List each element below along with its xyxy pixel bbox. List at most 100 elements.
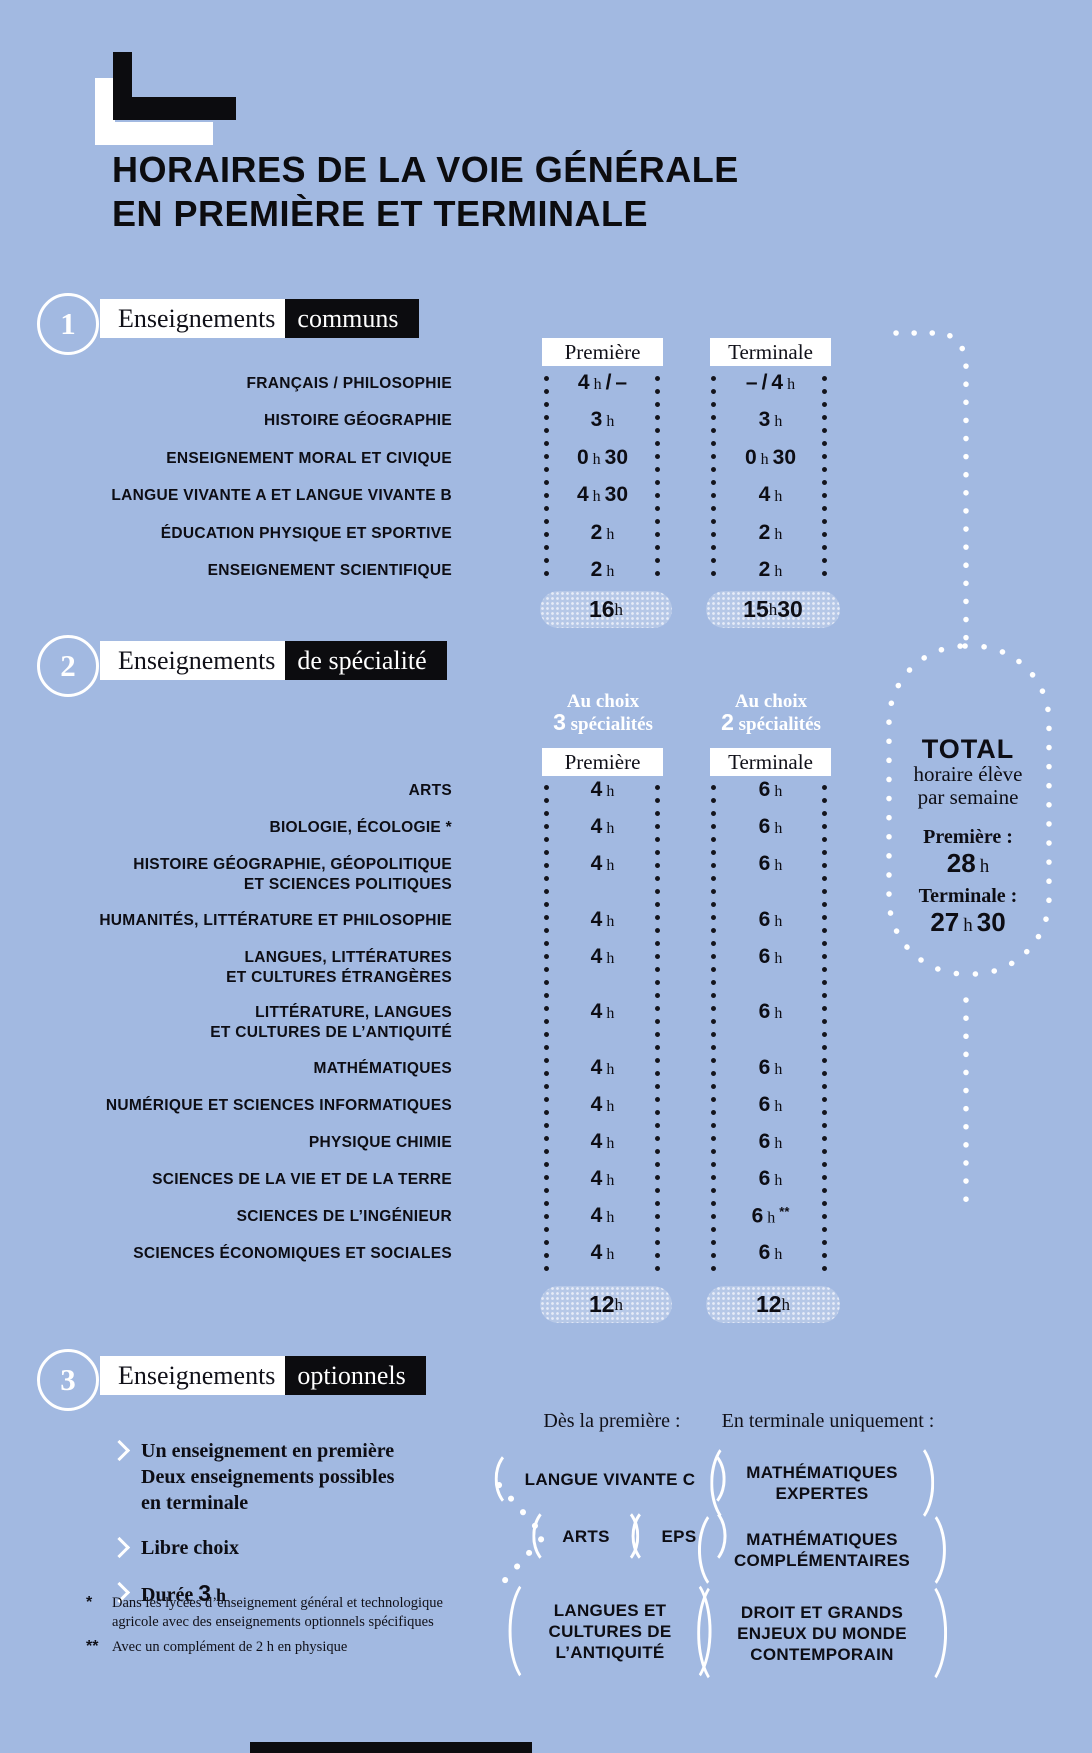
arc-left-icon [508, 1575, 561, 1687]
hours-premiere: 4 h / – [577, 371, 628, 394]
total-connector-graphic [886, 330, 1052, 1208]
choice-count: 2 [721, 709, 734, 735]
hours-premiere: 4 h [590, 944, 615, 968]
footnote: * Dans les lycées d’enseignement général … [86, 1594, 496, 1632]
dotted-divider [822, 372, 827, 584]
table-row: SCIENCES ÉCONOMIQUES ET SOCIALES 4 h 6 h [0, 1240, 852, 1265]
hours-terminale: – / 4 h [745, 371, 796, 394]
hours-terminale: 0 h 30 [744, 445, 797, 469]
hours-terminale: 6 h [758, 1166, 783, 1190]
option-droit-grands-enjeux: DROIT ET GRANDS ENJEUX DU MONDE CONTEMPORA… [697, 1577, 947, 1689]
bullet-text: Durée 3 h [141, 1580, 227, 1606]
bullet-text: Un enseignement en première Deux enseigne… [141, 1440, 395, 1514]
section-1-number: 1 [37, 293, 99, 355]
footnotes: * Dans les lycées d’enseignement général … [86, 1594, 496, 1663]
hours-terminale: 3 h [758, 408, 783, 432]
hours-terminale: 6 h [758, 907, 783, 931]
total-premiere-specialties: 12 h [540, 1286, 672, 1323]
hours-premiere: 4 h [590, 851, 615, 875]
subject-label: MATHÉMATIQUES [313, 1060, 452, 1078]
hours-premiere: 4 h [590, 907, 615, 931]
choice-rest: spécialités [738, 714, 821, 735]
footnote-marker: * [86, 1594, 93, 1611]
subject-label: LITTÉRATURE, LANGUES ET CULTURES DE L’ANT… [210, 1004, 452, 1042]
table-row: ENSEIGNEMENT SCIENTIFIQUE 2 h 2 h [0, 557, 852, 582]
option-langues-cultures-antiquite: LANGUES ET CULTURES DE L’ANTIQUITÉ [508, 1575, 712, 1687]
options-heading-premiere: Dès la première : [543, 1410, 681, 1432]
section-number-text: 2 [60, 648, 76, 683]
table-row: LANGUE VIVANTE A ET LANGUE VIVANTE B 4 h … [0, 483, 852, 507]
hours-terminale: 2 h [758, 557, 783, 581]
section-2-number: 2 [37, 635, 99, 697]
hours-terminale: 6 h [758, 1093, 783, 1117]
column-header-premiere: Première [542, 338, 663, 366]
arc-left-icon [697, 1577, 749, 1689]
total-terminale-label: Terminale : [918, 885, 1018, 907]
total-title: TOTAL [921, 734, 1015, 764]
choice-rest: spécialités [570, 714, 653, 735]
option-label: LANGUE VIVANTE C [524, 1469, 696, 1489]
arc-left-icon [532, 1506, 574, 1566]
dotted-divider [711, 372, 716, 584]
column-header-terminale: Terminale [710, 338, 831, 366]
subject-label: ARTS [408, 782, 452, 799]
option-mathematiques-expertes: MATHÉMATIQUES EXPERTES [710, 1440, 934, 1526]
option-label: DROIT ET GRANDS ENJEUX DU MONDE CONTEMPORA… [737, 1602, 907, 1664]
subject-label: FRANÇAIS / PHILOSOPHIE [246, 375, 452, 392]
hours-premiere: 3 h [590, 408, 615, 432]
hours-terminale: 6 h [758, 944, 783, 968]
hours-terminale: 4 h [758, 483, 783, 507]
table-row: NUMÉRIQUE ET SCIENCES INFORMATIQUES 4 h 6 … [0, 1093, 852, 1117]
total-terminale-specialties: 12 h [706, 1286, 840, 1323]
table-row: ARTS 4 h 6 h [0, 778, 852, 802]
subject-label: ENSEIGNEMENT MORAL ET CIVIQUE [166, 449, 452, 467]
section-number-text: 1 [60, 306, 76, 341]
bullet-value: 3 h [198, 1580, 227, 1606]
choice-note-line1: Au choix [566, 691, 640, 712]
page-title: HORAIRES DE LA VOIE GÉNÉRALE EN PREMIÈRE… [112, 148, 739, 236]
bullet-item: Libre choix [108, 1535, 452, 1561]
total-terminale-value: 27 h 30 [930, 907, 1006, 937]
option-label: ARTS [562, 1526, 610, 1546]
option-label: MATHÉMATIQUES COMPLÉMENTAIRES [733, 1530, 911, 1570]
subject-label: ENSEIGNEMENT SCIENTIFIQUE [207, 561, 452, 579]
section-3-header: Enseignements optionnels [100, 1356, 426, 1395]
footnote: ** Avec un complément de 2 h en physique [86, 1638, 496, 1657]
option-eps: EPS [631, 1506, 727, 1566]
total-premiere-commons: 16 h [540, 591, 672, 628]
subject-label: HISTOIRE GÉOGRAPHIE [264, 412, 452, 430]
hours-premiere: 4 h [590, 1166, 615, 1190]
table-row: BIOLOGIE, ÉCOLOGIE * 4 h 6 h [0, 814, 852, 839]
section-1-label-highlight: communs [285, 299, 419, 338]
choice-note-terminale: Au choix 2 spécialités [701, 691, 841, 735]
total-subtitle-line2: par semaine [917, 785, 1019, 809]
chevron-icon [108, 1536, 131, 1559]
hours-terminale: 2 h [758, 520, 783, 544]
table-row: HISTOIRE GÉOGRAPHIE, GÉOPOLITIQUE ET SCIE… [0, 851, 852, 895]
hours-premiere: 4 h [590, 814, 615, 838]
choice-note-premiere: Au choix 3 spécialités [533, 691, 673, 735]
section-2-label-highlight: de spécialité [285, 641, 447, 680]
hours-terminale: 6 h ** [751, 1203, 790, 1228]
table-row: PHYSIQUE CHIMIE 4 h 6 h [0, 1130, 852, 1154]
hours-terminale: 6 h [758, 1240, 783, 1264]
option-langue-vivante-c: LANGUE VIVANTE C [494, 1449, 726, 1509]
subject-label: HISTOIRE GÉOGRAPHIE, GÉOPOLITIQUE ET SCIE… [133, 855, 452, 893]
options-heading-terminale: En terminale uniquement : [721, 1410, 935, 1432]
hours-premiere: 2 h [590, 557, 615, 581]
hours-premiere: 2 h [590, 520, 615, 544]
hours-terminale: 6 h [758, 1000, 783, 1024]
subject-label: NUMÉRIQUE ET SCIENCES INFORMATIQUES [105, 1097, 452, 1115]
subject-label: LANGUE VIVANTE A ET LANGUE VIVANTE B [111, 487, 452, 505]
subject-label: ÉDUCATION PHYSIQUE ET SPORTIVE [160, 524, 452, 542]
table-row: ÉDUCATION PHYSIQUE ET SPORTIVE 2 h 2 h [0, 520, 852, 545]
total-premiere-label: Première : [923, 826, 1013, 848]
arc-left-icon [710, 1440, 758, 1526]
logo-black-shape [113, 97, 236, 120]
logo-white-shape [95, 122, 213, 145]
choice-note-line2: 2 spécialités [701, 709, 841, 736]
option-label: EPS [661, 1526, 697, 1546]
section-2-label: Enseignements [100, 641, 286, 680]
option-arts: ARTS [532, 1506, 640, 1566]
